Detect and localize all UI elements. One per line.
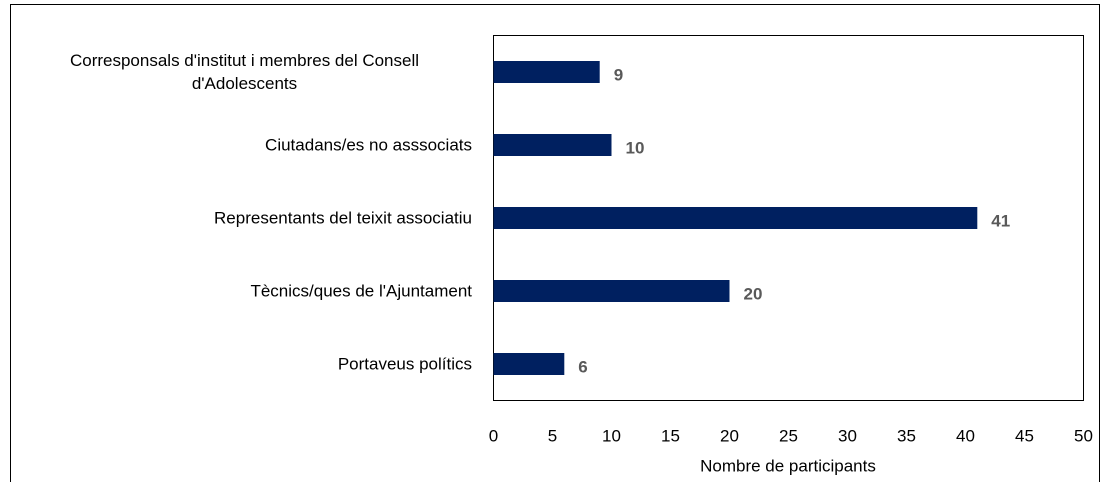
x-tick-label: 5 [548, 426, 557, 445]
x-tick-label: 35 [897, 426, 916, 445]
data-label: 10 [626, 138, 645, 157]
x-tick-label: 0 [489, 426, 498, 445]
y-tick-label: Tècnics/ques de l'Ajuntament [250, 281, 472, 301]
y-tick-label: Portaveus polítics [337, 354, 472, 374]
data-label: 9 [614, 65, 623, 84]
chart-border [10, 4, 1100, 482]
x-axis-label: Nombre de participants [700, 456, 876, 475]
data-label: 6 [578, 357, 587, 376]
data-label: 41 [991, 211, 1010, 230]
data-label: 20 [744, 284, 763, 303]
x-tick-label: 15 [661, 426, 680, 445]
x-tick-label: 40 [956, 426, 975, 445]
y-tick-label: Ciutadans/es no asssociats [265, 135, 472, 155]
bar [493, 353, 565, 375]
y-tick-label: Representants del teixit associatiu [214, 208, 472, 228]
y-tick-label: Corresponsals d'institut i membres del C… [69, 51, 420, 93]
x-tick-label: 20 [720, 426, 739, 445]
x-tick-label: 30 [838, 426, 857, 445]
bar [493, 207, 978, 229]
bar [493, 280, 730, 302]
bar [493, 134, 612, 156]
bar [493, 61, 600, 83]
x-tick-label: 25 [779, 426, 798, 445]
x-tick-label: 45 [1015, 426, 1034, 445]
x-tick-label: 50 [1074, 426, 1093, 445]
x-tick-label: 10 [602, 426, 621, 445]
